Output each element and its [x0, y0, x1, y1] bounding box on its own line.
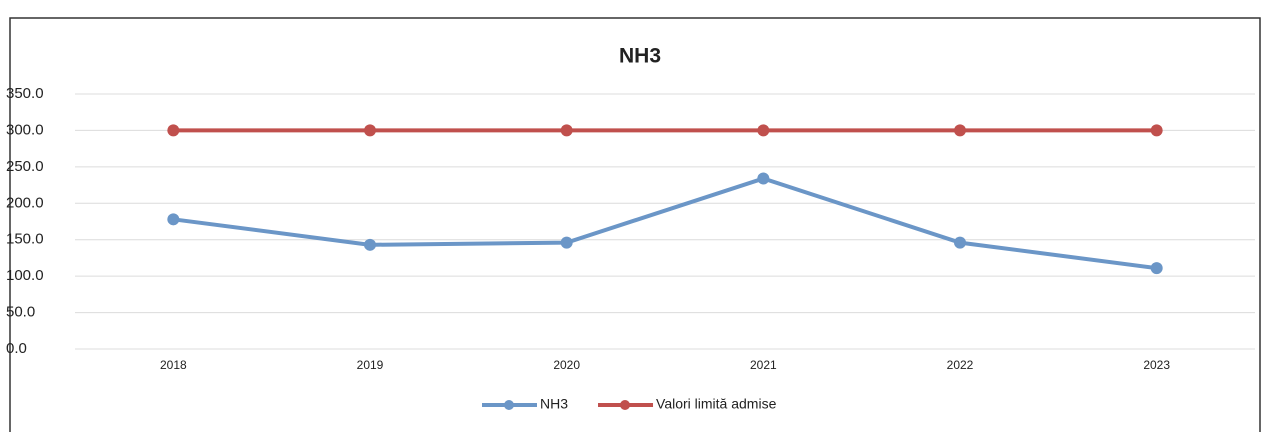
- data-point: [1150, 262, 1163, 275]
- data-point: [167, 213, 180, 226]
- y-tick-label: 200.0: [6, 194, 44, 211]
- data-point: [560, 236, 573, 249]
- data-point: [364, 124, 376, 137]
- data-point: [364, 238, 376, 251]
- y-tick-label: 50.0: [6, 304, 35, 321]
- x-tick-label: 2018: [160, 358, 187, 372]
- legend-label: Valori limită admise: [656, 396, 777, 412]
- x-tick-label: 2022: [947, 358, 974, 372]
- data-point: [167, 124, 180, 137]
- chart-title: NH3: [619, 45, 661, 68]
- y-tick-label: 100.0: [6, 267, 44, 284]
- data-point: [560, 124, 573, 137]
- data-point: [1150, 124, 1163, 137]
- legend-marker: [620, 400, 631, 410]
- legend-marker: [504, 400, 514, 410]
- y-tick-label: 300.0: [6, 121, 44, 138]
- data-point: [757, 172, 770, 185]
- x-tick-label: 2023: [1143, 358, 1170, 372]
- legend-label: NH3: [540, 396, 568, 412]
- x-tick-label: 2020: [553, 358, 580, 372]
- y-tick-label: 0.0: [6, 340, 27, 357]
- chart-border: [9, 17, 1261, 432]
- x-tick-label: 2019: [357, 358, 384, 372]
- y-tick-label: 250.0: [6, 158, 44, 175]
- data-point: [757, 124, 770, 137]
- data-point: [954, 236, 966, 249]
- data-point: [954, 124, 966, 137]
- series-line: [173, 176, 1157, 271]
- x-tick-label: 2021: [750, 358, 777, 372]
- y-tick-label: 150.0: [6, 231, 44, 248]
- y-tick-label: 350.0: [6, 85, 44, 102]
